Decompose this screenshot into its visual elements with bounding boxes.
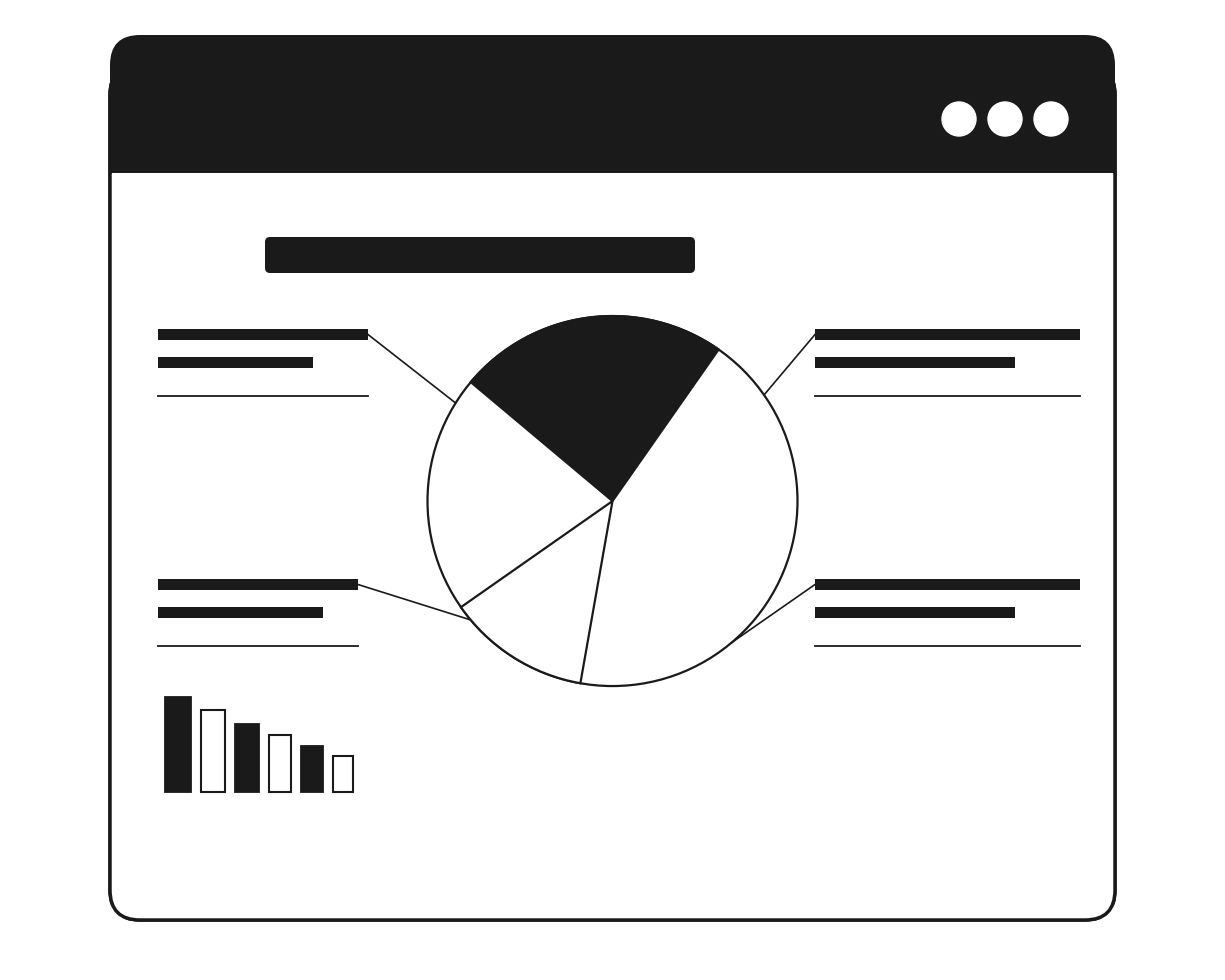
Bar	[815, 579, 1080, 590]
Bar	[158, 357, 314, 368]
Bar	[158, 329, 368, 340]
Wedge shape	[470, 317, 719, 501]
Bar	[165, 697, 191, 792]
Circle shape	[1034, 102, 1068, 136]
Bar	[235, 724, 258, 792]
Bar	[111, 174, 1114, 919]
Bar	[815, 329, 1080, 340]
Bar	[815, 357, 1016, 368]
Circle shape	[942, 102, 976, 136]
Circle shape	[989, 102, 1022, 136]
Bar	[301, 746, 323, 792]
Bar	[158, 607, 323, 618]
Bar	[270, 735, 292, 792]
FancyBboxPatch shape	[110, 35, 1115, 173]
Bar	[201, 710, 225, 792]
Bar	[158, 579, 358, 590]
FancyBboxPatch shape	[265, 237, 695, 273]
Bar	[815, 607, 1016, 618]
FancyBboxPatch shape	[110, 65, 1115, 920]
Wedge shape	[461, 501, 612, 683]
Bar	[333, 756, 353, 792]
Bar	[110, 119, 1115, 173]
